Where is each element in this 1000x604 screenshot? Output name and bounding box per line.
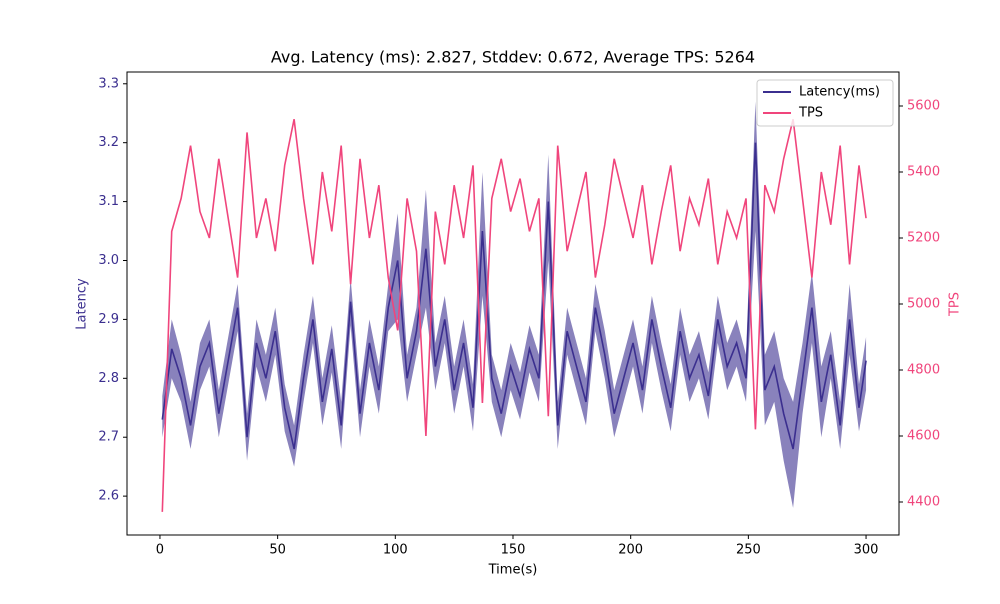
x-tick-label: 150 bbox=[501, 543, 526, 558]
y-tick-label: 3.1 bbox=[98, 194, 119, 209]
y-tick-label: 3.2 bbox=[98, 135, 119, 150]
x-tick-label: 300 bbox=[854, 543, 879, 558]
y2-tick-label: 4400 bbox=[907, 494, 940, 509]
y-tick-label: 3.3 bbox=[98, 76, 119, 91]
y-tick-label: 2.7 bbox=[98, 430, 119, 445]
y2-axis-label: TPS bbox=[948, 292, 963, 317]
y2-tick-label: 5600 bbox=[907, 98, 940, 113]
y-tick-label: 3.0 bbox=[98, 253, 119, 268]
x-tick-label: 0 bbox=[156, 543, 164, 558]
chart-title: Avg. Latency (ms): 2.827, Stddev: 0.672,… bbox=[271, 48, 755, 67]
legend-label: Latency(ms) bbox=[799, 85, 880, 100]
x-tick-label: 50 bbox=[269, 543, 286, 558]
y2-tick-label: 5000 bbox=[907, 296, 940, 311]
y-tick-label: 2.9 bbox=[98, 312, 119, 327]
x-tick-label: 250 bbox=[736, 543, 761, 558]
legend-label: TPS bbox=[798, 106, 823, 121]
y-tick-label: 2.8 bbox=[98, 371, 119, 386]
y2-tick-label: 5200 bbox=[907, 230, 940, 245]
x-tick-label: 200 bbox=[618, 543, 643, 558]
y-axis-label: Latency bbox=[75, 278, 90, 330]
y-tick-label: 2.6 bbox=[98, 489, 119, 504]
y2-tick-label: 5400 bbox=[907, 164, 940, 179]
y2-tick-label: 4800 bbox=[907, 362, 940, 377]
series-line bbox=[161, 142, 867, 450]
y2-tick-label: 4600 bbox=[907, 428, 940, 443]
x-axis-label: Time(s) bbox=[488, 563, 538, 578]
series-line bbox=[161, 119, 867, 512]
x-tick-label: 100 bbox=[383, 543, 408, 558]
plot-frame bbox=[126, 71, 900, 536]
